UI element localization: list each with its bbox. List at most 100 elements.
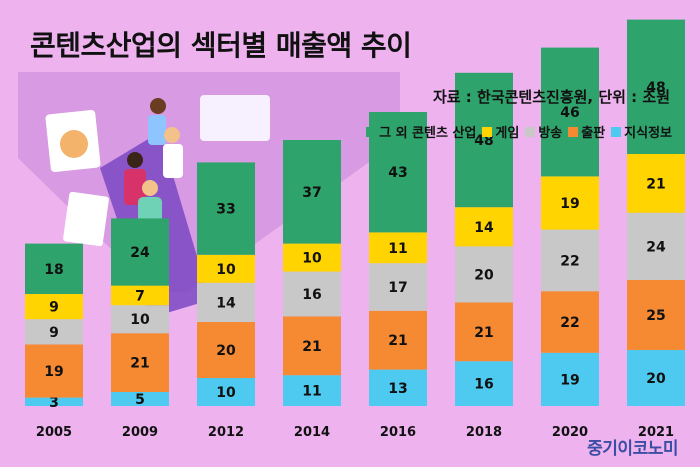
bar-segment-2009-2 <box>111 305 169 334</box>
x-tick-label: 2009 <box>122 425 158 440</box>
bar-segment-2020-2 <box>541 229 599 292</box>
data-label: 10 <box>216 385 236 401</box>
bar-segment-2021-4 <box>627 19 685 154</box>
data-label: 10 <box>130 312 150 328</box>
data-label: 14 <box>216 295 236 311</box>
data-label: 11 <box>302 384 321 400</box>
data-label: 24 <box>130 245 150 261</box>
data-label: 37 <box>302 185 321 201</box>
data-label: 21 <box>302 339 321 355</box>
data-label: 20 <box>216 343 236 359</box>
bar-segment-2005-0 <box>25 397 83 406</box>
couple-card <box>63 191 109 247</box>
bar-segment-2021-0 <box>627 350 685 406</box>
data-label: 5 <box>135 392 145 408</box>
data-label: 24 <box>646 239 666 255</box>
x-tick-label: 2014 <box>294 425 330 440</box>
legend-label: 방송 <box>538 126 563 141</box>
legend-item: 지식정보 <box>611 122 672 141</box>
bar-segment-2014-1 <box>283 316 341 376</box>
bar-segment-2021-1 <box>627 280 685 350</box>
data-label: 19 <box>44 364 63 380</box>
data-label: 20 <box>474 267 494 283</box>
legend-label: 지식정보 <box>624 126 672 141</box>
legend-swatch <box>525 126 536 137</box>
data-label: 19 <box>560 372 579 388</box>
bar-segment-2018-1 <box>455 302 513 362</box>
bar-segment-2005-2 <box>25 319 83 345</box>
bar-segment-2018-3 <box>455 207 513 247</box>
x-tick-label: 2012 <box>208 425 244 440</box>
bar-segment-2018-2 <box>455 246 513 303</box>
data-label: 17 <box>388 280 407 296</box>
chart-title: 콘텐츠산업의 섹터별 매출액 추이 <box>30 29 412 62</box>
bar-segment-2005-3 <box>25 294 83 320</box>
data-label: 21 <box>130 356 149 372</box>
bar-segment-2014-0 <box>283 375 341 406</box>
video-card <box>200 95 270 141</box>
bar-segment-2014-2 <box>283 271 341 317</box>
food-dish <box>60 130 88 158</box>
data-label: 3 <box>49 395 59 411</box>
legend: 그 외 콘텐츠 산업 게임 방송 출판 지식정보 <box>366 122 672 141</box>
legend-item: 게임 <box>482 122 519 141</box>
data-label: 43 <box>388 165 407 181</box>
data-label: 9 <box>49 300 59 316</box>
x-tick-label: 2005 <box>36 425 72 440</box>
data-label: 46 <box>560 105 579 121</box>
data-label: 9 <box>49 325 59 341</box>
bar-segment-2009-0 <box>111 392 169 406</box>
legend-swatch <box>482 126 493 137</box>
data-label: 16 <box>302 287 321 303</box>
legend-label: 그 외 콘텐츠 산업 <box>379 126 477 141</box>
bar-segment-2012-4 <box>197 162 255 255</box>
data-label: 16 <box>474 377 493 393</box>
bar-segment-2012-3 <box>197 254 255 283</box>
bars-group: 3 19 9 9 18 5 21 10 7 24 10 20 14 10 33 11 21 16 10 37 13 21 1… <box>25 19 685 411</box>
data-label: 18 <box>44 262 63 278</box>
x-tick-label: 2018 <box>466 425 502 440</box>
data-label: 33 <box>216 202 235 218</box>
legend-swatch <box>366 126 377 137</box>
bar-segment-2016-3 <box>369 232 427 264</box>
bar-segment-2016-0 <box>369 369 427 406</box>
bar-segment-2009-1 <box>111 333 169 392</box>
data-label: 19 <box>560 196 579 212</box>
legend-swatch <box>611 126 622 137</box>
data-label: 21 <box>646 176 665 192</box>
data-label: 21 <box>388 333 407 349</box>
bar-segment-2012-2 <box>197 282 255 322</box>
x-axis-labels: 2005 2009 2012 2014 2016 2018 2020 2021 <box>36 425 674 440</box>
data-label: 13 <box>388 381 407 397</box>
legend-item: 출판 <box>568 122 605 141</box>
bar-segment-2018-4 <box>455 72 513 208</box>
bar-segment-2014-3 <box>283 243 341 272</box>
bar-segment-2021-2 <box>627 212 685 280</box>
brand-logo: 중기이코노미 <box>587 439 678 459</box>
bar-segment-2016-2 <box>369 263 427 311</box>
data-label: 20 <box>646 371 666 387</box>
bar-segment-2009-3 <box>111 285 169 306</box>
bar-segment-2020-1 <box>541 291 599 353</box>
legend-label: 게임 <box>495 126 520 141</box>
bar-segment-2014-4 <box>283 140 341 244</box>
x-tick-label: 2016 <box>380 425 416 440</box>
x-tick-label: 2020 <box>552 425 588 440</box>
bar-segment-2012-0 <box>197 378 255 406</box>
bar-segment-2018-0 <box>455 361 513 406</box>
data-label: 22 <box>560 315 579 331</box>
legend-label: 출판 <box>581 126 606 141</box>
bar-segment-2016-1 <box>369 310 427 370</box>
bar-segment-2020-3 <box>541 176 599 230</box>
legend-swatch <box>568 126 579 137</box>
source-note: 자료 : 한국콘텐츠진흥원, 단위 : 조원 <box>432 88 670 106</box>
data-label: 22 <box>560 253 579 269</box>
data-label: 11 <box>388 241 407 257</box>
data-label: 48 <box>474 133 493 149</box>
bar-segment-2020-0 <box>541 352 599 406</box>
data-label: 48 <box>646 80 665 96</box>
bar-segment-2005-1 <box>25 344 83 398</box>
data-label: 7 <box>135 288 145 304</box>
data-label: 21 <box>474 325 493 341</box>
bar-segment-2005-4 <box>25 243 83 294</box>
